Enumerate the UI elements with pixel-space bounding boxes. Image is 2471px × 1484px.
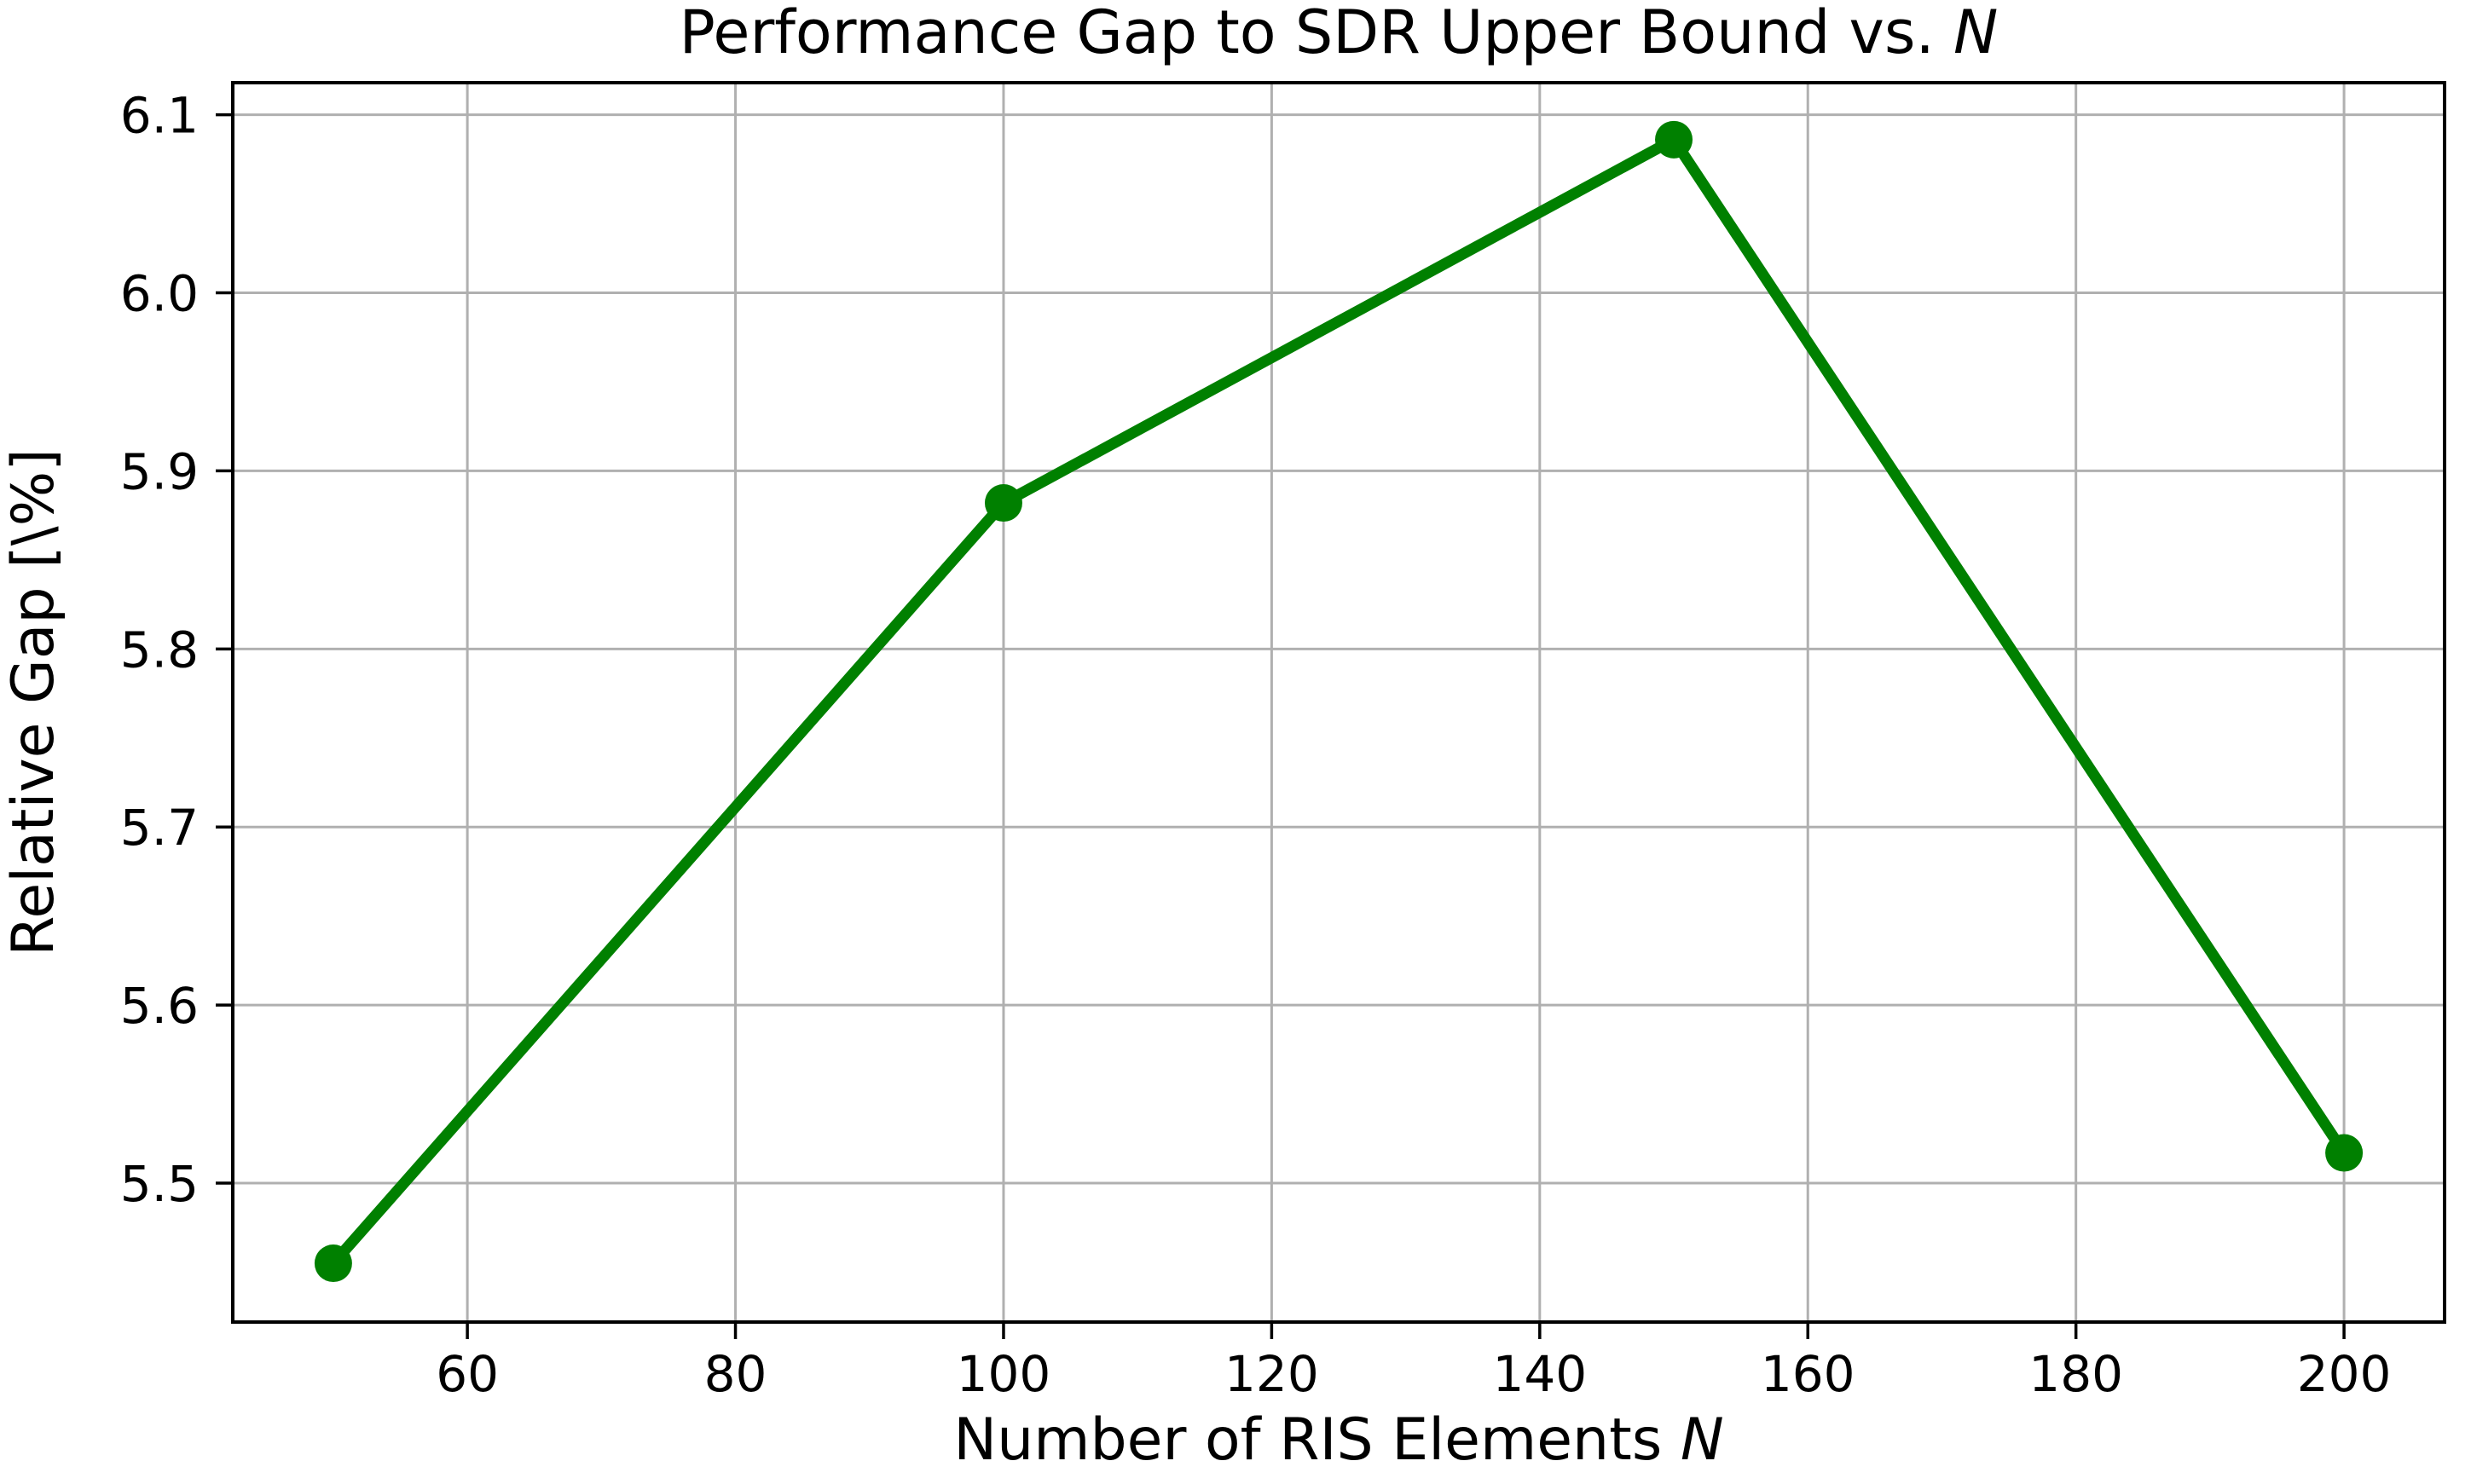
data-series-layer	[314, 120, 2364, 1283]
data-point-marker	[984, 484, 1022, 523]
x-tick-label: 140	[1492, 1345, 1587, 1403]
y-tick-label: 5.6	[120, 977, 199, 1035]
y-tick-label: 5.9	[120, 442, 199, 500]
x-tick-label: 160	[1761, 1345, 1855, 1403]
axes-layer: 60 80 100 120 140 160 180 200 5.5 5.6 5.7 5.8 5.9 6.0…	[120, 81, 2446, 1403]
x-tick-label: 180	[2028, 1345, 2123, 1403]
x-axis-label-italic-n: N	[1681, 1406, 1724, 1474]
x-tick-label: 80	[704, 1345, 767, 1403]
y-tick-label: 5.7	[120, 799, 199, 857]
data-point-marker	[314, 1244, 352, 1283]
y-tick-label: 5.5	[120, 1155, 199, 1213]
x-axis-label-main: Number of RIS Elements	[953, 1406, 1681, 1474]
x-tick-label: 60	[436, 1345, 499, 1403]
data-point-marker	[1655, 120, 1693, 159]
plot-border	[231, 81, 2446, 1324]
x-tick-label: 200	[2297, 1345, 2392, 1403]
gridlines-layer	[233, 83, 2445, 1322]
y-tick-label: 5.8	[120, 621, 199, 678]
x-axis-label: Number of RIS Elements N	[953, 1406, 1723, 1474]
x-tick-label: 100	[957, 1345, 1051, 1403]
chart-title-italic-n: N	[1953, 0, 1998, 67]
x-tick-label: 120	[1224, 1345, 1319, 1403]
y-tick-label: 6.0	[120, 265, 199, 323]
chart-title: Performance Gap to SDR Upper Bound vs. N	[680, 0, 1999, 67]
y-tick-label: 6.1	[120, 87, 199, 145]
data-point-marker	[2325, 1134, 2364, 1172]
chart-title-main: Performance Gap to SDR Upper Bound vs.	[680, 0, 1953, 67]
series-line	[327, 134, 2350, 1269]
y-axis-label: Relative Gap [\%]	[0, 448, 67, 956]
